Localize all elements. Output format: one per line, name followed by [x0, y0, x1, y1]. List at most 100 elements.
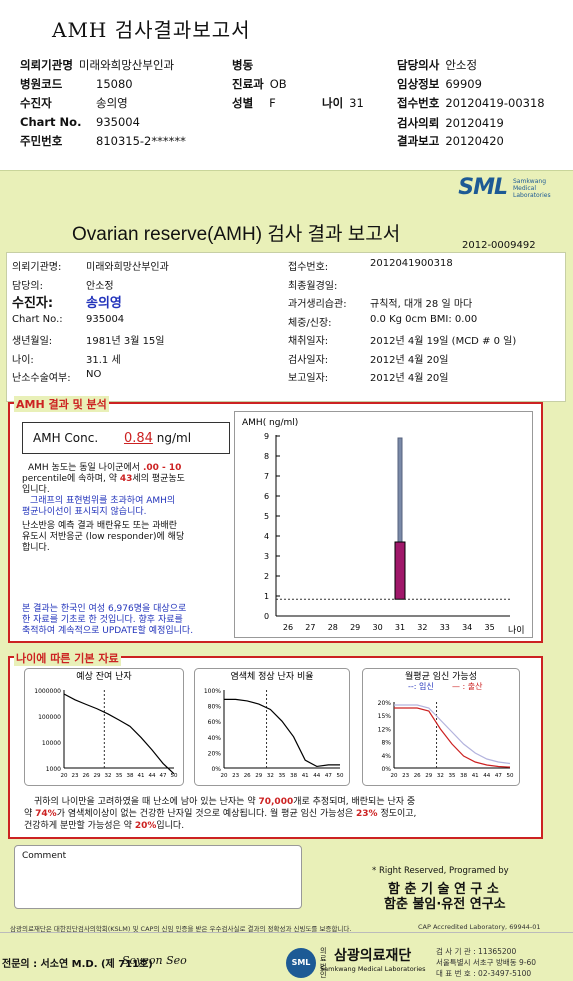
- info-value: 935004: [86, 313, 125, 325]
- amh-reference-range: [397, 437, 403, 543]
- signature-image: Soyeon Seo: [122, 954, 187, 967]
- amh-y-tick: 2: [264, 572, 269, 581]
- info-label: 의뢰기관명:: [12, 262, 62, 273]
- chart-no-label: Chart No.: [20, 115, 82, 129]
- info-label: 보고일자:: [288, 373, 329, 384]
- x-tick: 23: [402, 773, 409, 779]
- pregnancy-chance-chart: 월평균 임신 가능성 --: 임신 — : 출산 20% 15% 12% 8% 4% 0%…: [362, 668, 520, 786]
- x-tick: 32: [437, 773, 444, 779]
- info-label: 생년월일:: [12, 336, 53, 347]
- accession-label: 접수번호: [397, 96, 440, 110]
- request-date-label: 검사의뢰: [397, 116, 440, 130]
- x-tick: 20: [391, 773, 398, 779]
- foundation-name: 삼광의료재단: [334, 948, 412, 964]
- foundation-tag: 의료법인: [320, 947, 327, 979]
- report-date-value: 20120420: [445, 134, 504, 148]
- x-tick: 26: [83, 773, 90, 779]
- info-value: 규칙적, 대개 28 일 마다: [370, 299, 473, 310]
- x-tick: 20: [61, 773, 68, 779]
- lab-address: 서울특별시 서초구 방배동 9-60: [436, 958, 537, 967]
- x-tick: 29: [94, 773, 101, 779]
- y-tick: 0%: [381, 766, 391, 773]
- ward-label: 병동: [232, 58, 254, 72]
- comment-label: Comment: [22, 851, 67, 861]
- amh-x-tick: 28: [328, 623, 338, 632]
- institute-name-2: 함춘 불임·유전 연구소: [384, 897, 506, 912]
- x-tick: 41: [472, 773, 479, 779]
- amh-x-tick: 33: [440, 623, 450, 632]
- sex-label: 성별: [232, 96, 254, 110]
- amh-y-tick: 1: [264, 592, 269, 601]
- info-label: 검사일자:: [288, 354, 329, 366]
- x-tick: 23: [72, 773, 79, 779]
- y-tick: 40%: [208, 735, 222, 742]
- report-date-label: 결과보고: [397, 134, 440, 148]
- x-tick: 38: [460, 773, 467, 779]
- amh-label: AMH Conc.: [33, 431, 99, 445]
- amh-patient-bar: [394, 541, 406, 600]
- dept-label: 진료과: [232, 77, 264, 91]
- sex-value: F: [269, 96, 276, 110]
- info-value: 1981년 3월 15일: [86, 336, 165, 347]
- patient-info-panel: [6, 252, 566, 402]
- dept-value: OB: [269, 77, 287, 91]
- x-tick: 29: [425, 773, 432, 779]
- y-tick: 12%: [378, 726, 392, 733]
- info-value: 31.1 세: [86, 354, 121, 366]
- sml-logo: SML: [458, 175, 508, 200]
- amh-y-tick: 7: [264, 472, 269, 481]
- info-label: 난소수술여부:: [12, 373, 71, 384]
- age-label: 나이: [322, 96, 344, 110]
- lab-reg: 검 사 기 관 : 11365200: [436, 947, 517, 956]
- y-tick: 100000: [38, 714, 61, 721]
- amh-x-tick: 30: [373, 623, 383, 632]
- chart-no-value: 935004: [96, 115, 140, 129]
- info-label: Chart No.:: [12, 313, 63, 325]
- series-line-임신: [394, 704, 511, 765]
- patient-label: 수진자: [20, 96, 52, 110]
- doctor-value: 안소정: [445, 58, 478, 72]
- pregnancy-chance-title: 월평균 임신 가능성: [405, 670, 477, 682]
- info-label: 접수번호:: [288, 262, 329, 273]
- amh-y-tick: 5: [264, 512, 269, 521]
- footer-accreditation: 삼광의료재단은 대한진단검사의학회(KSLM) 및 CAP의 신임 인증을 받은…: [10, 925, 352, 933]
- accession-value: 20120419-00318: [445, 96, 545, 110]
- normal-chromosome-chart: 염색체 정상 난자 비율 100% 80% 60% 40% 20% 0%20 23 26 29 3…: [194, 668, 350, 786]
- x-tick: 41: [138, 773, 145, 779]
- age-section-label: 나이에 따른 기본 자료: [14, 650, 121, 666]
- normal-chromosome-title: 염색체 정상 난자 비율: [230, 671, 313, 682]
- amh-x-tick: 34: [462, 623, 472, 632]
- clinical-info-value: 69909: [445, 77, 482, 91]
- data-basis-note: 본 결과는 한국인 여성 6,976명을 대상으로 한 자료를 기초로 한 것입니…: [22, 604, 194, 636]
- info-value: 안소정: [86, 280, 114, 292]
- x-tick: 35: [279, 773, 286, 779]
- info-label: 수진자:: [12, 296, 54, 311]
- info-value: 2012년 4월 20일: [370, 354, 449, 366]
- legend-birth: — : 출산: [452, 681, 483, 691]
- institute-name: 함 춘 기 술 연 구 소: [388, 882, 499, 897]
- amh-y-tick: 4: [264, 532, 269, 541]
- report-number: 2012-0009492: [462, 240, 536, 251]
- lab-tel: 대 표 번 호 : 02-3497-5100: [436, 969, 532, 978]
- series-line-main: [63, 693, 175, 775]
- amh-interpretation: AMH 농도는 동일 나이군에서 .00 - 10 percentile에 속하…: [22, 463, 185, 553]
- amh-y-tick: 3: [264, 552, 269, 561]
- amh-y-tick: 8: [264, 452, 269, 461]
- resident-no-label: 주민번호: [20, 134, 63, 148]
- amh-chart-ylabel: AMH( ng/ml): [242, 418, 298, 428]
- y-tick: 15%: [378, 713, 392, 720]
- x-tick: 20: [221, 773, 228, 779]
- footer-cap: CAP Accredited Laboratory, 69944-01: [418, 923, 541, 931]
- y-tick: 0%: [211, 766, 221, 773]
- resident-no-value: 810315-2******: [96, 134, 186, 148]
- hospital-code-value: 15080: [96, 77, 133, 91]
- age-summary: 귀하의 나이만을 고려하였을 때 난소에 남아 있는 난자는 약 70,000개…: [24, 797, 417, 831]
- x-tick: 50: [171, 773, 178, 779]
- y-tick: 1000: [46, 766, 61, 773]
- amh-y-tick: 6: [264, 492, 269, 501]
- doctor-label: 담당의사: [397, 58, 440, 72]
- amh-result-box: AMH Conc. 0.84 ng/ml: [22, 422, 230, 454]
- info-value: NO: [86, 369, 102, 380]
- y-tick: 4%: [381, 753, 391, 760]
- x-tick: 26: [244, 773, 251, 779]
